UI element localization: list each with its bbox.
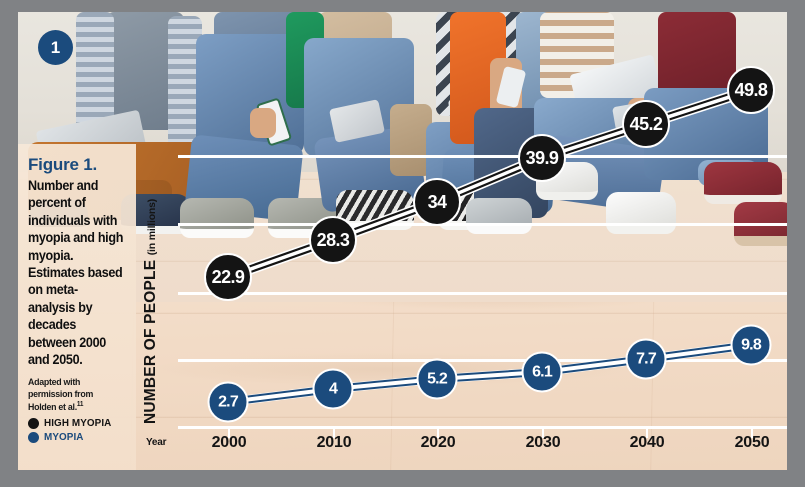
figure-credit: Adapted with permission from Holden et a… [28, 377, 122, 413]
axis-baseline [178, 426, 787, 429]
chart-legend: HIGH MYOPIA MYOPIA [28, 418, 115, 446]
figure-number-badge: 1 [38, 30, 73, 65]
person2-hand [250, 108, 276, 138]
x-tick-2020 [437, 429, 439, 438]
person7-shoe-red [704, 162, 782, 204]
legend-dot-myopia [28, 432, 39, 443]
datapoint-high-myopia-2050: 49.8 [727, 66, 775, 114]
person6-shoe-white2 [606, 192, 676, 234]
x-label-2040: 2040 [629, 434, 665, 451]
x-label-2030: 2030 [525, 434, 561, 451]
legend-item-myopia: MYOPIA [28, 432, 115, 443]
legend-label-high-myopia: HIGH MYOPIA [44, 418, 112, 429]
x-tick-2040 [646, 429, 648, 438]
person3-bag [390, 104, 432, 176]
figure-title: Figure 1. [28, 155, 98, 174]
datapoint-high-myopia-2000: 22.9 [204, 253, 252, 301]
legend-label-myopia: MYOPIA [44, 432, 84, 443]
datapoint-high-myopia-2010: 28.3 [309, 216, 357, 264]
person5-shoe [466, 198, 532, 234]
gridline-2 [178, 223, 787, 226]
figure-number-badge-label: 1 [50, 37, 61, 57]
figure-caption-body: Number and percent of individuals with m… [28, 177, 124, 368]
x-axis-year-tag: Year [146, 437, 167, 448]
person2-shoe-left [180, 198, 254, 238]
chart-plot-area: NUMBER OF PEOPLE (in millions) Year 2000… [136, 12, 787, 470]
datapoint-myopia-2030: 6.1 [521, 351, 563, 393]
legend-item-high-myopia: HIGH MYOPIA [28, 418, 115, 429]
x-tick-2010 [333, 429, 335, 438]
legend-dot-high-myopia [28, 418, 39, 429]
x-tick-2030 [542, 429, 544, 438]
datapoint-high-myopia-2040: 45.2 [622, 100, 670, 148]
datapoint-myopia-2040: 7.7 [625, 338, 667, 380]
caption-panel: Figure 1. Number and percent of individu… [18, 144, 136, 470]
x-label-2050: 2050 [734, 434, 770, 451]
figure-credit-superscript: 11 [76, 400, 84, 408]
datapoint-myopia-2010: 4 [312, 368, 354, 410]
figure-canvas: 1 Figure 1. Number and percent of indivi… [18, 12, 787, 470]
gridline-1 [178, 155, 787, 158]
figure-credit-text: Adapted with permission from Holden et a… [28, 377, 94, 414]
x-tick-2000 [228, 429, 230, 438]
gridline-3 [178, 292, 787, 295]
x-tick-2050 [751, 429, 753, 438]
x-label-2020: 2020 [420, 434, 456, 451]
datapoint-myopia-2020: 5.2 [416, 358, 458, 400]
datapoint-myopia-2000: 2.7 [207, 381, 249, 423]
datapoint-myopia-2050: 9.8 [730, 324, 772, 366]
x-label-2000: 2000 [211, 434, 247, 451]
gridline-4 [178, 359, 787, 362]
x-label-2010: 2010 [316, 434, 352, 451]
datapoint-high-myopia-2020: 34 [413, 178, 461, 226]
datapoint-high-myopia-2030: 39.9 [518, 134, 566, 182]
